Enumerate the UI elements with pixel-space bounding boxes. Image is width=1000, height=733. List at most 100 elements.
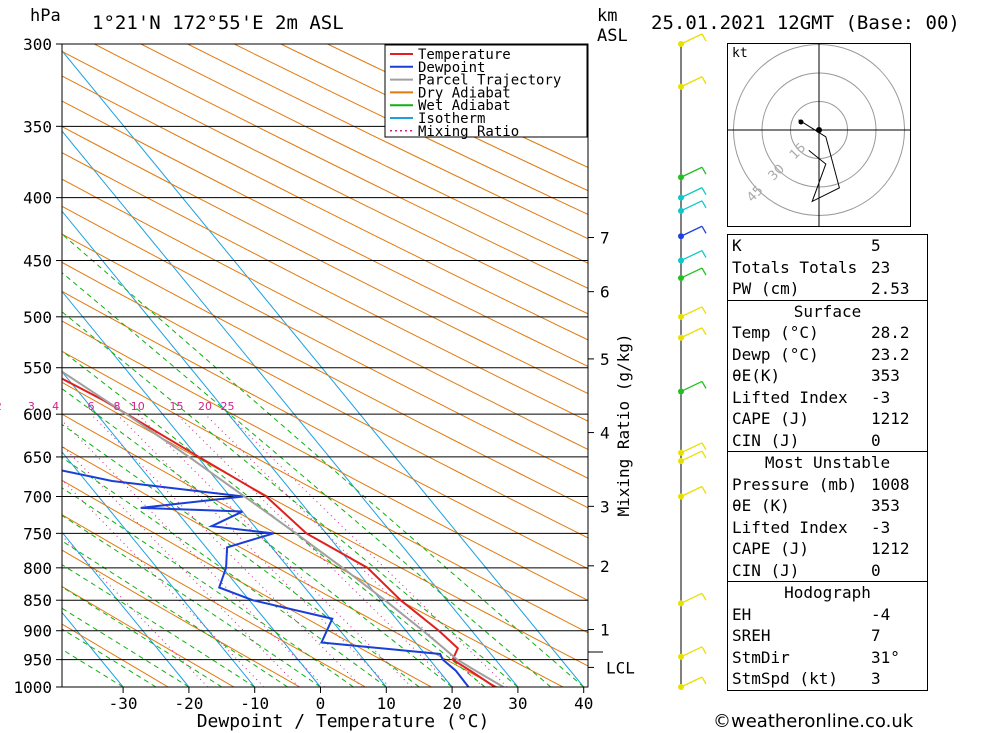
hodo-row: EH -4 xyxy=(728,604,927,626)
wind-barb-flag xyxy=(701,646,707,655)
wind-barb-flag xyxy=(701,442,707,451)
mixing-ratio-label: 25 xyxy=(221,400,235,413)
wind-barb-flag xyxy=(701,486,707,494)
legend-entry: Wet Adiabat xyxy=(418,98,511,114)
background-lines xyxy=(62,44,588,687)
x-tick-label: -10 xyxy=(240,694,269,713)
temperature-line xyxy=(62,377,496,687)
surface-label: Lifted Index xyxy=(732,387,848,407)
x-tick-label: 40 xyxy=(574,694,593,713)
surface-value: 353 xyxy=(871,366,900,386)
index-value: 5 xyxy=(871,236,881,256)
surface-value: 0 xyxy=(871,430,881,450)
dewpoint-line xyxy=(62,469,470,687)
surface-row: CIN (J) 0 xyxy=(728,430,927,452)
wind-barb-flag xyxy=(701,327,707,336)
index-value: 23 xyxy=(871,257,891,277)
unstable-label: CIN (J) xyxy=(732,560,800,580)
pressure-tick-label: 550 xyxy=(23,359,52,378)
wind-barb xyxy=(680,187,703,199)
surface-row: Lifted Index -3 xyxy=(728,387,927,409)
dry-adiabat-line xyxy=(62,350,588,634)
mixing-ratio-label: 4 xyxy=(52,400,59,413)
dry-adiabat-line xyxy=(62,50,588,315)
km-tick-label: 1 xyxy=(600,621,610,640)
legend-entry: Isotherm xyxy=(418,111,485,127)
legend-entry: Dewpoint xyxy=(418,60,485,76)
surface-value: -3 xyxy=(871,387,891,407)
unstable-row: Pressure (mb) 1008 xyxy=(728,474,927,496)
wet-adiabat-line xyxy=(62,350,486,687)
wind-dot xyxy=(678,174,684,181)
wet-adiabat-line xyxy=(62,456,387,687)
pressure-tick-label: 600 xyxy=(23,405,52,424)
x-tick-label: 30 xyxy=(508,694,527,713)
wind-barb xyxy=(680,327,703,339)
isotherm-line xyxy=(62,451,256,687)
dry-adiabat-line xyxy=(62,446,498,687)
km-tick-label: 4 xyxy=(600,424,610,443)
mixing-ratio-label: 6 xyxy=(88,400,95,413)
wind-dot xyxy=(678,388,684,395)
wind-barb-flag xyxy=(701,200,707,209)
wind-dot xyxy=(678,334,684,341)
wind-dot xyxy=(678,194,684,201)
x-tick-label: 20 xyxy=(442,694,461,713)
x-tick-label: 10 xyxy=(377,694,396,713)
wind-dot xyxy=(678,313,684,320)
wind-barb xyxy=(680,249,703,262)
dry-adiabat-line xyxy=(187,44,588,240)
copyright: ©weatheronline.co.uk xyxy=(713,711,914,732)
wind-barb-flag xyxy=(701,187,707,195)
most-unstable-title: Most Unstable xyxy=(728,451,927,474)
surface-row: CAPE (J) 1212 xyxy=(728,408,927,430)
wet-adiabat-line xyxy=(62,514,321,687)
wind-barb xyxy=(680,592,703,604)
wind-barb-flag xyxy=(701,306,707,315)
wet-adiabat-line xyxy=(62,540,288,687)
wind-barb xyxy=(680,267,703,279)
wind-barb-flag xyxy=(701,593,707,601)
dry-adiabat-line xyxy=(62,126,588,395)
hodograph-title: Hodograph xyxy=(728,581,927,604)
isotherm-line xyxy=(62,531,190,687)
wind-barb-flag xyxy=(701,33,707,42)
wind-dot xyxy=(678,257,684,264)
dry-adiabat-line xyxy=(62,479,432,687)
asl-label: ASL xyxy=(597,26,628,46)
surface-label: Temp (°C) xyxy=(732,323,819,343)
surface-label: θE(K) xyxy=(732,366,781,386)
surface-row: Dewp (°C) 23.2 xyxy=(728,344,927,366)
hodograph-trace xyxy=(798,119,840,203)
legend-box xyxy=(384,44,588,138)
location-title: 1°21'N 172°55'E 2m ASL xyxy=(92,12,344,34)
isotherm-line xyxy=(62,130,519,687)
surface-value: 28.2 xyxy=(871,323,910,343)
pressure-tick-label: 850 xyxy=(23,591,52,610)
dry-adiabat-line xyxy=(62,152,588,422)
sounding-series xyxy=(62,370,504,687)
pressure-tick-label: 450 xyxy=(23,252,52,271)
wind-dot xyxy=(678,458,684,465)
hodo-row: SREH 7 xyxy=(728,625,927,647)
dry-adiabat-line xyxy=(62,100,588,367)
wind-dot xyxy=(678,233,684,240)
hodo-value: 31° xyxy=(871,647,900,667)
dry-adiabat-line xyxy=(62,549,301,687)
km-tick-label: LCL xyxy=(606,658,635,677)
hodo-label: EH xyxy=(732,604,752,624)
dry-adiabat-line xyxy=(62,514,366,687)
mixing-ratio-labels: 12346810152025 xyxy=(0,400,235,413)
wind-barb-flag xyxy=(701,76,707,85)
wind-barb-flag xyxy=(701,267,707,276)
wind-barb xyxy=(680,676,703,688)
wind-barb xyxy=(680,380,703,393)
pressure-tick-label: 1000 xyxy=(13,678,52,697)
wind-barb-flag xyxy=(701,166,707,175)
x-tick-label: -20 xyxy=(174,694,203,713)
wind-dot xyxy=(678,449,684,456)
dry-adiabat-line xyxy=(62,585,235,687)
index-row: Totals Totals 23 xyxy=(728,257,927,279)
hodograph-start-dot xyxy=(798,119,804,125)
wet-adiabat-line xyxy=(62,272,552,687)
